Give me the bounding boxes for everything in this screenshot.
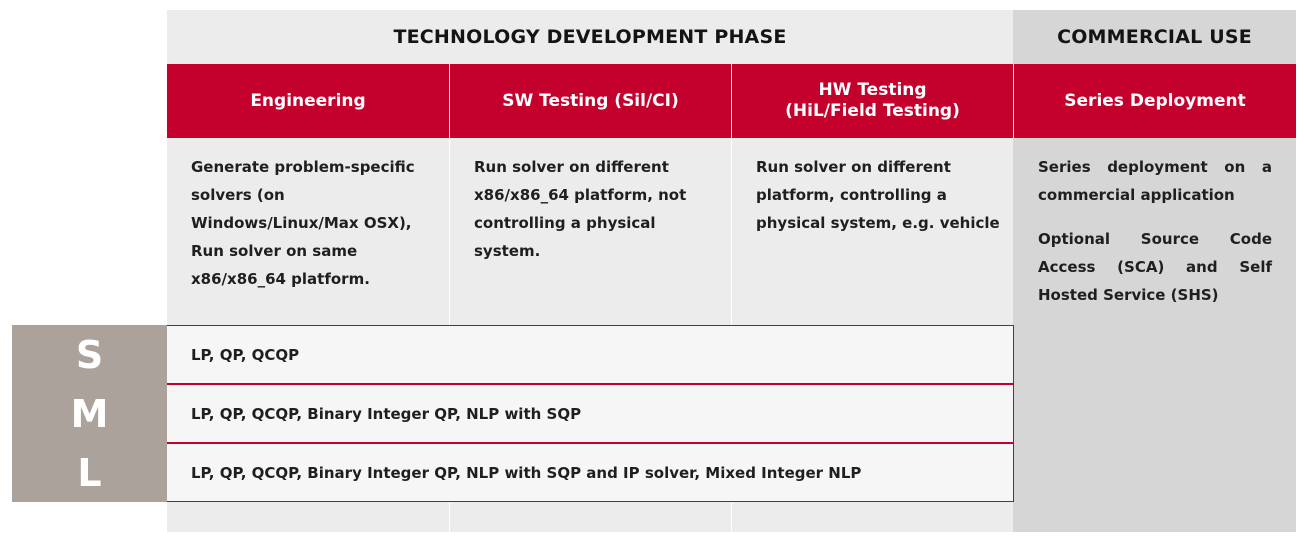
description-line: physical system, e.g. vehicle <box>756 214 1000 232</box>
description-line: Optional Source Code <box>1038 230 1272 248</box>
header-series-deployment-label: Series Deployment <box>1064 90 1246 111</box>
description-line: platform, controlling a <box>756 186 947 204</box>
tier-solvers-l: LP, QP, QCQP, Binary Integer QP, NLP wit… <box>191 463 862 482</box>
description-line: Generate problem-specific <box>191 158 415 176</box>
description-line: solvers (on <box>191 186 285 204</box>
tier-row-m <box>12 384 1014 443</box>
description-line: Access (SCA) and Self <box>1038 258 1272 276</box>
description-line: x86/x86_64 platform. <box>191 270 370 288</box>
tier-letter-l: L <box>12 443 167 502</box>
commercial-use-label: COMMERCIAL USE <box>1057 26 1252 48</box>
tier-solvers-s: LP, QP, QCQP <box>191 345 300 364</box>
tier-letter-m: M <box>12 384 167 443</box>
header-engineering: Engineering <box>167 64 449 138</box>
hw-testing-description: Run solver on different platform, contro… <box>756 153 1008 237</box>
tier-letter-s: S <box>12 325 167 384</box>
sw-testing-description: Run solver on different x86/x86_64 platf… <box>474 153 724 265</box>
header-sw-testing-label: SW Testing (Sil/CI) <box>502 90 679 111</box>
header-sw-testing: SW Testing (Sil/CI) <box>450 64 731 138</box>
tier-solvers-m: LP, QP, QCQP, Binary Integer QP, NLP wit… <box>191 404 582 423</box>
development-phase-title: TECHNOLOGY DEVELOPMENT PHASE <box>167 10 1013 64</box>
header-hw-testing-line-2: (HiL/Field Testing) <box>785 101 960 121</box>
header-series-deployment: Series Deployment <box>1014 64 1296 138</box>
description-line: x86/x86_64 platform, not <box>474 186 687 204</box>
engineering-description: Generate problem-specific solvers (on Wi… <box>191 153 441 293</box>
header-divider <box>449 64 450 138</box>
commercial-use-title: COMMERCIAL USE <box>1013 10 1296 64</box>
tier-letter-label: L <box>77 450 102 495</box>
tier-row-s <box>12 325 1014 384</box>
commercial-column-background <box>1013 138 1296 532</box>
header-hw-testing: HW Testing (HiL/Field Testing) <box>732 64 1013 138</box>
header-divider <box>731 64 732 138</box>
header-hw-testing-line-1: HW Testing <box>818 80 927 100</box>
description-line: commercial application <box>1038 186 1235 204</box>
development-phase-label: TECHNOLOGY DEVELOPMENT PHASE <box>393 26 787 48</box>
series-deployment-options: Optional Source Code Access (SCA) and Se… <box>1038 225 1272 309</box>
description-line: Hosted Service (SHS) <box>1038 286 1219 304</box>
header-engineering-label: Engineering <box>250 90 366 111</box>
description-line: system. <box>474 242 541 260</box>
description-line: Run solver on same <box>191 242 358 260</box>
tier-letter-label: S <box>75 332 104 377</box>
description-line: Windows/Linux/Max OSX), <box>191 214 412 232</box>
header-divider <box>1013 64 1014 138</box>
tier-letter-label: M <box>70 391 109 436</box>
description-line: Run solver on different <box>756 158 951 176</box>
description-line: Series deployment on a <box>1038 158 1272 176</box>
tier-row-l <box>12 443 1014 502</box>
description-line: Run solver on different <box>474 158 669 176</box>
description-line: controlling a physical <box>474 214 656 232</box>
series-deployment-description: Series deployment on a commercial applic… <box>1038 153 1272 209</box>
